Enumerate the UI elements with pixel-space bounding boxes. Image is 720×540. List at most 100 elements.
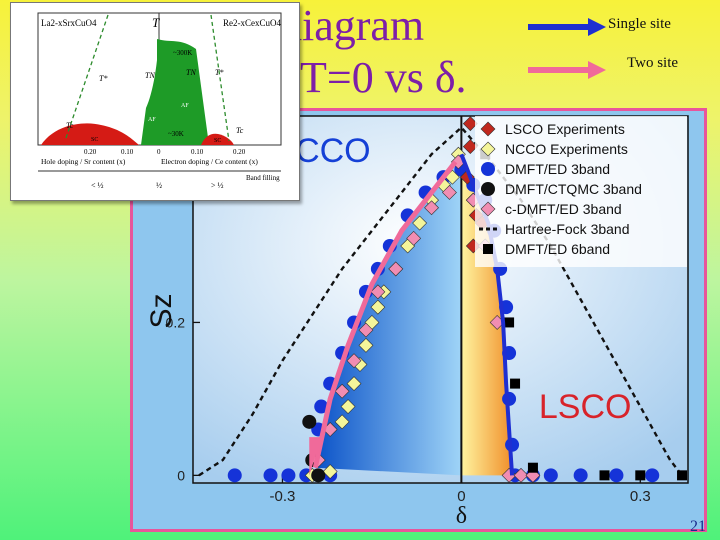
inset-tstar-line-right — [210, 14, 230, 142]
data-point-square — [483, 244, 493, 254]
page-number: 21 — [690, 518, 706, 535]
plot-border — [192, 115, 689, 484]
inset-label-300k: ~300K — [173, 49, 192, 57]
inset-tick-left-1: 0.20 — [84, 148, 97, 156]
data-point-circle — [573, 468, 588, 483]
inset-xlabel-left: Hole doping / Sr content (x) — [41, 157, 126, 166]
inset-phase-diagram: La2-xSrxCuO4 Re2-xCexCuO4 T T* TN TN T* … — [10, 2, 300, 201]
inset-band-label: Band filling — [246, 174, 280, 182]
legend-entry-label: LSCO Experiments — [505, 121, 625, 137]
data-point-diamond — [334, 383, 350, 399]
slide-title-line1: diagram — [280, 1, 425, 50]
legend-entry-label: DMFT/CTQMC 3band — [505, 181, 642, 197]
data-point-square — [510, 378, 521, 389]
two-site-label: Two site — [627, 55, 679, 71]
inset-label-30k: ~30K — [168, 130, 184, 138]
data-point-circle — [302, 414, 317, 429]
x-tick-label: 0 — [457, 488, 465, 505]
y-axis-label: Sz — [145, 293, 178, 328]
data-point-square — [677, 470, 688, 481]
x-axis-label: δ — [456, 503, 467, 529]
inset-label-tc-right: Tc — [236, 126, 244, 135]
slide-title-line2: T=0 vs δ. — [300, 53, 467, 102]
main-chart: -0.300.300.20.4δSzNCCOLSCOLSCO Experimen… — [145, 115, 689, 529]
inset-tick-left-2: 0.10 — [121, 148, 134, 156]
inset-tick-right-0: 0 — [157, 148, 161, 156]
legend-entry-label: DMFT/ED 6band — [505, 241, 610, 257]
legend-arrows — [528, 18, 606, 79]
data-point-circle — [314, 399, 329, 414]
inset-tick-right-2: 0.20 — [233, 148, 246, 156]
series-hartree-fock-line — [198, 125, 683, 477]
data-point-diamond — [424, 200, 439, 216]
x-tick-label: 0.3 — [630, 488, 651, 505]
data-point-diamond — [480, 141, 496, 157]
x-tick-label: -0.3 — [270, 488, 296, 505]
legend-entry-label: Hartree-Fock 3band — [505, 221, 630, 237]
data-point-diamond — [334, 414, 350, 430]
data-point-diamond — [412, 215, 428, 231]
inset-band-right: > ½ — [211, 181, 224, 190]
two-site-curve — [312, 160, 458, 469]
inset-sc-region-hole — [41, 123, 139, 145]
inset-tstar-line-left — [65, 14, 109, 139]
data-point-diamond — [370, 299, 386, 315]
data-point-diamond — [370, 284, 386, 300]
inset-band-left: < ½ — [91, 181, 104, 190]
data-point-square — [599, 470, 610, 481]
data-point-diamond — [340, 399, 356, 414]
data-point-diamond — [513, 467, 529, 483]
two-site-arrowhead-icon — [588, 61, 606, 79]
single-site-label: Single site — [608, 16, 671, 32]
two-site-arrowhead — [309, 437, 322, 476]
legend-box — [475, 116, 687, 267]
data-point-circle — [481, 162, 495, 176]
inset-sc-region-electron — [201, 133, 234, 145]
inset-af-region-hole — [141, 33, 159, 145]
inset-label-tn-left: TN — [145, 71, 155, 80]
inset-t-axis: T — [152, 15, 160, 30]
inset-label-right: Re2-xCexCuO4 — [223, 18, 281, 28]
region-label-lsco: LSCO — [539, 388, 632, 426]
inset-label-left: La2-xSrxCuO4 — [41, 18, 97, 28]
inset-label-af-right: AF — [181, 103, 189, 109]
inset-label-sc-left: SC — [91, 137, 98, 143]
legend-entry-label: NCCO Experiments — [505, 141, 628, 157]
lsco-shaded-region — [461, 154, 513, 476]
inset-af-region-electron — [157, 39, 209, 145]
inset-band-mid: ½ — [156, 181, 162, 190]
single-site-arrowhead-icon — [588, 18, 606, 36]
data-point-square — [527, 462, 538, 473]
legend-entry-label: c-DMFT/ED 3band — [505, 201, 622, 217]
data-point-diamond — [388, 261, 404, 277]
data-point-circle — [227, 468, 242, 483]
inset-xlabel-right: Electron doping / Ce content (x) — [161, 157, 258, 166]
inset-tick-right-1: 0.10 — [191, 148, 204, 156]
data-point-square — [504, 317, 515, 328]
y-tick-label: 0.2 — [166, 314, 186, 330]
data-point-circle — [311, 468, 326, 483]
data-point-circle — [645, 468, 660, 483]
data-point-circle — [543, 468, 558, 483]
data-point-diamond — [322, 464, 338, 479]
inset-label-sc-right: SC — [214, 138, 221, 144]
data-point-circle — [609, 468, 624, 483]
data-point-diamond — [462, 116, 478, 132]
data-point-diamond — [442, 185, 457, 200]
data-point-diamond — [480, 201, 496, 217]
data-point-diamond — [346, 353, 362, 369]
data-point-diamond — [480, 121, 496, 137]
data-point-circle — [263, 468, 278, 483]
main-chart-frame: -0.300.300.20.4δSzNCCOLSCOLSCO Experimen… — [130, 108, 707, 532]
data-point-circle — [481, 182, 495, 196]
data-point-square — [635, 470, 646, 481]
inset-label-tn-right: TN — [186, 68, 196, 77]
data-point-diamond — [358, 337, 374, 353]
inset-label-tstar-left: T* — [99, 74, 107, 83]
data-point-diamond — [406, 230, 422, 246]
ncco-shaded-region — [315, 161, 462, 476]
legend-entry-label: DMFT/ED 3band — [505, 161, 610, 177]
data-point-diamond — [462, 139, 478, 155]
data-point-diamond — [358, 322, 374, 338]
data-point-circle — [281, 468, 296, 483]
